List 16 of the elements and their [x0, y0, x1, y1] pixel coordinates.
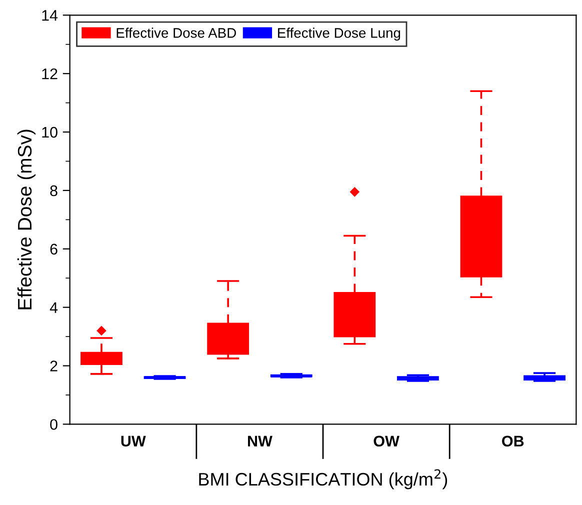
x-tick-label: OB: [502, 436, 524, 447]
legend-label: Effective Dose ABD: [116, 28, 236, 38]
legend-label: Effective Dose Lung: [278, 28, 400, 41]
x-tick-label: UW: [121, 436, 146, 447]
y-tick-label: 6: [50, 244, 58, 255]
y-axis-title: Effective Dose (mSv): [17, 130, 36, 310]
y-tick-label: 8: [50, 185, 58, 196]
x-axis-title: BMI CLASSIFICATION (kg/m$^{2}$): [199, 469, 448, 490]
y-tick-label: 14: [42, 10, 58, 21]
y-tick-label: 4: [50, 302, 58, 313]
y-tick-label: 0: [50, 419, 58, 430]
y-tick-label: 10: [42, 126, 58, 138]
y-tick-label: 2: [50, 360, 58, 372]
x-tick-label: NW: [248, 436, 272, 446]
y-tick-label: 12: [42, 68, 58, 80]
x-tick-label: OW: [374, 436, 400, 447]
